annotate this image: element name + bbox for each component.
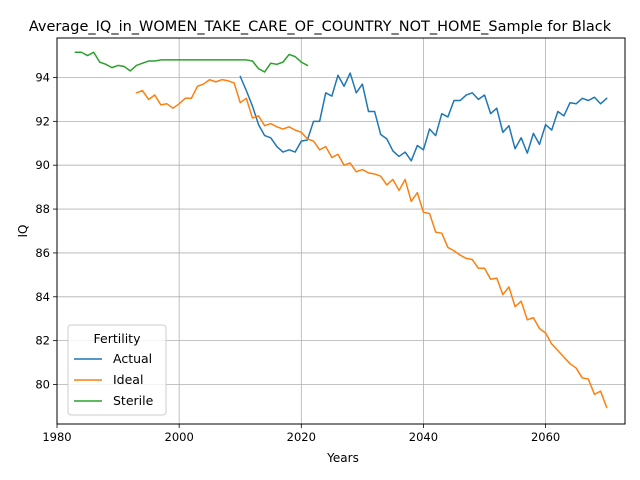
- y-tick-label: 90: [35, 158, 50, 172]
- series-line-actual: [239, 72, 608, 162]
- y-tick-label: 80: [35, 378, 50, 392]
- x-tick-label: 2000: [165, 430, 194, 444]
- x-axis-label: Years: [326, 451, 359, 465]
- y-tick-label: 86: [35, 246, 50, 260]
- plot-area-frame: [56, 37, 626, 425]
- chart-title: Average_IQ_in_WOMEN_TAKE_CARE_OF_COUNTRY…: [29, 19, 612, 35]
- x-tick-label: 2020: [287, 430, 316, 444]
- y-axis-label: IQ: [16, 225, 30, 238]
- y-tick-label: 84: [35, 290, 50, 304]
- x-axis: 1980 2000 2020 2040 2060: [42, 424, 560, 444]
- x-tick-label: 2060: [531, 430, 560, 444]
- y-tick-label: 94: [35, 70, 50, 84]
- legend: Fertility Actual Ideal Sterile: [67, 324, 167, 416]
- legend-label-actual: Actual: [113, 351, 152, 366]
- data-series: [74, 51, 608, 409]
- y-axis: 80 82 84 86 88 90 92 94: [35, 70, 57, 392]
- grid-lines: [56, 38, 625, 424]
- legend-label-sterile: Sterile: [113, 393, 154, 408]
- series-line-sterile: [74, 51, 309, 73]
- y-tick-label: 88: [35, 202, 50, 216]
- x-tick-label: 1980: [42, 430, 71, 444]
- series-line-ideal: [135, 78, 608, 409]
- legend-label-ideal: Ideal: [113, 372, 143, 387]
- x-tick-label: 2040: [409, 430, 438, 444]
- legend-title: Fertility: [94, 331, 142, 346]
- legend-box: [67, 324, 167, 416]
- y-tick-label: 82: [35, 334, 50, 348]
- y-tick-label: 92: [35, 114, 50, 128]
